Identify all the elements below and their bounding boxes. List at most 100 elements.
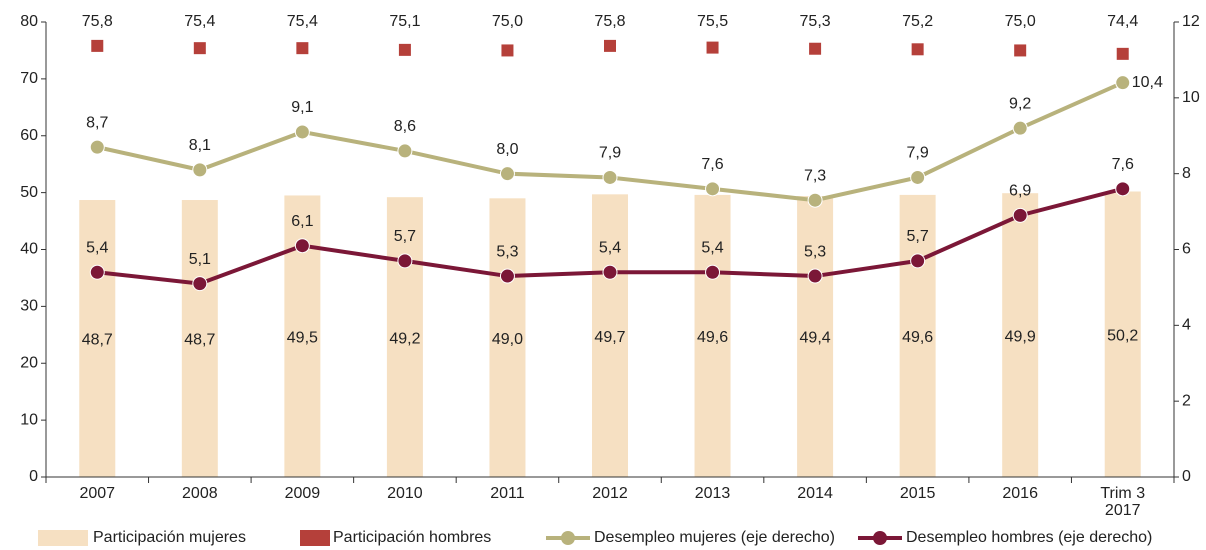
- bar: [181, 200, 218, 478]
- line-label: 5,3: [496, 243, 518, 260]
- bar: [1104, 191, 1141, 478]
- y-tick-label: 40: [20, 241, 38, 258]
- line-label: 7,9: [599, 145, 621, 162]
- y2-tick-label: 8: [1182, 165, 1191, 182]
- square-label: 75,8: [82, 13, 113, 30]
- x-tick-label: 2015: [900, 485, 936, 502]
- square-label: 75,4: [184, 13, 215, 30]
- line-marker: [397, 253, 413, 269]
- square-marker: [91, 39, 104, 52]
- bar-label: 49,7: [594, 329, 625, 346]
- legend-label: Desempleo hombres (eje derecho): [906, 529, 1152, 546]
- square-label: 75,0: [492, 13, 523, 30]
- x-tick-label: Trim 3 2017: [1100, 485, 1145, 519]
- y-tick-label: 30: [20, 298, 38, 315]
- line-marker: [602, 264, 618, 280]
- square-marker: [706, 41, 719, 54]
- y-tick-label: 0: [29, 468, 38, 485]
- square-label: 75,8: [594, 13, 625, 30]
- square-label: 74,4: [1107, 13, 1138, 30]
- line-label: 8,6: [394, 118, 416, 135]
- y-tick-label: 10: [20, 411, 38, 428]
- bar-label: 49,9: [1005, 328, 1036, 345]
- line-marker: [602, 169, 618, 185]
- line-label: 9,1: [291, 99, 313, 116]
- line-label: 7,6: [701, 156, 723, 173]
- y-tick-label: 80: [20, 13, 38, 30]
- legend-label: Participación hombres: [333, 529, 491, 546]
- x-tick-label: 2007: [79, 485, 115, 502]
- y2-tick-label: 12: [1182, 13, 1200, 30]
- x-tick-label: 2014: [797, 485, 833, 502]
- legend-marker: [873, 531, 887, 545]
- line-label: 5,4: [701, 239, 723, 256]
- x-tick-label: 2008: [182, 485, 218, 502]
- y2-tick-label: 2: [1182, 392, 1191, 409]
- square-marker: [809, 42, 822, 55]
- line-marker: [807, 192, 823, 208]
- line-label: 6,9: [1009, 183, 1031, 200]
- bar-label: 49,0: [492, 331, 523, 348]
- line-label: 10,4: [1132, 74, 1163, 91]
- bar: [797, 196, 834, 477]
- line-label: 9,2: [1009, 95, 1031, 112]
- line-label: 5,4: [86, 239, 108, 256]
- line-marker: [397, 143, 413, 159]
- line-marker: [192, 162, 208, 178]
- line-marker: [294, 124, 310, 140]
- line-label: 5,7: [394, 228, 416, 245]
- legend-label: Desempleo mujeres (eje derecho): [594, 529, 835, 546]
- line-marker: [499, 166, 515, 182]
- bar-label: 48,7: [82, 332, 113, 349]
- line-label: 7,9: [907, 145, 929, 162]
- line-marker: [89, 264, 105, 280]
- square-marker: [1014, 44, 1027, 57]
- bar: [386, 197, 423, 478]
- line-marker: [910, 169, 926, 185]
- square-marker: [193, 42, 206, 55]
- y-tick-label: 20: [20, 354, 38, 371]
- x-tick-label: 2009: [285, 485, 321, 502]
- line-label: 8,1: [189, 137, 211, 154]
- y2-tick-label: 0: [1182, 468, 1191, 485]
- legend-marker: [561, 531, 575, 545]
- bar-label: 49,6: [697, 329, 728, 346]
- x-tick-label: 2011: [490, 485, 525, 502]
- line-label: 5,1: [189, 251, 211, 268]
- legend-swatch: [38, 530, 88, 546]
- y-tick-label: 50: [20, 184, 38, 201]
- bar: [1002, 193, 1039, 477]
- square-marker: [398, 43, 411, 56]
- bar: [694, 194, 731, 477]
- line-marker: [499, 268, 515, 284]
- square-label: 75,5: [697, 13, 728, 30]
- line-label: 7,3: [804, 167, 826, 184]
- line-label: 5,3: [804, 243, 826, 260]
- line-marker: [1012, 120, 1028, 136]
- bar: [592, 194, 628, 478]
- square-marker: [1116, 47, 1129, 60]
- bar-label: 49,5: [287, 329, 318, 346]
- line-marker: [1115, 181, 1131, 197]
- line-label: 8,0: [496, 141, 518, 158]
- bar: [79, 200, 116, 478]
- legend-swatch: [300, 530, 330, 546]
- bar-label: 49,4: [800, 330, 831, 347]
- square-label: 75,3: [800, 13, 831, 30]
- x-tick-label: 2012: [592, 485, 628, 502]
- line-marker: [910, 253, 926, 269]
- line-marker: [1012, 207, 1028, 223]
- square-label: 75,0: [1005, 13, 1036, 30]
- x-tick-label: 2010: [387, 485, 423, 502]
- line-marker: [89, 139, 105, 155]
- y2-tick-label: 4: [1182, 317, 1191, 334]
- bar-label: 49,2: [389, 330, 420, 347]
- line-label: 5,4: [599, 239, 621, 256]
- square-marker: [604, 39, 616, 52]
- line-marker: [807, 268, 823, 284]
- square-marker: [911, 43, 924, 56]
- line-label: 7,6: [1112, 156, 1134, 173]
- y-tick-label: 60: [20, 127, 38, 144]
- x-tick-label: 2013: [695, 485, 731, 502]
